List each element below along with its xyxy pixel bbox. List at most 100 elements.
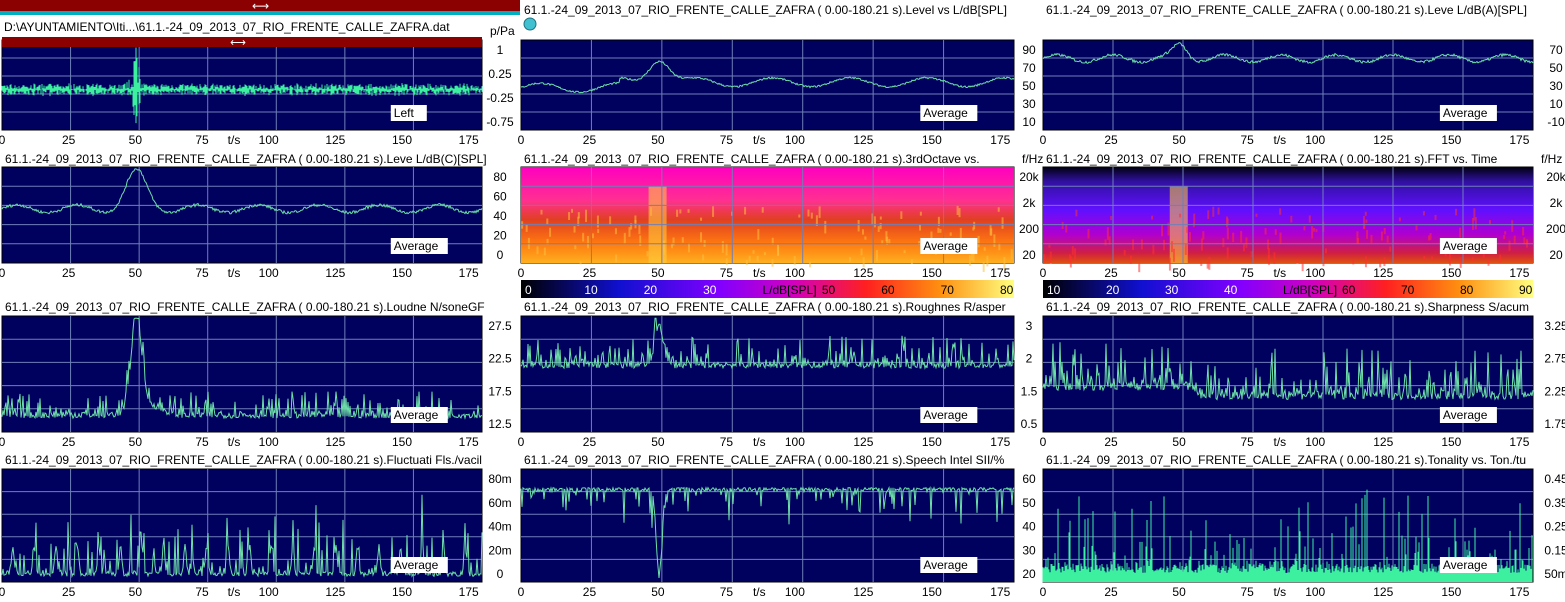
- spectrogram-streak: [1471, 217, 1474, 230]
- y-tick-label: 2.25: [1544, 384, 1565, 398]
- top-scrollbar-thumb[interactable]: [0, 11, 520, 15]
- panel-p12[interactable]: 61.1.-24_09_2013_07_RIO_FRENTE_CALLE_ZAF…: [1040, 453, 1565, 599]
- spectrogram-streak: [525, 224, 528, 232]
- spectrogram-streak: [793, 255, 796, 265]
- spectrogram-streak: [1459, 256, 1462, 268]
- x-tick-label: 25: [583, 133, 597, 147]
- spectrogram-streak: [1389, 246, 1392, 252]
- spectrogram-streak: [748, 255, 751, 262]
- record-indicator-icon[interactable]: [523, 17, 537, 31]
- spectrogram-streak: [1186, 227, 1189, 233]
- panel-p2[interactable]: 61.1.-24_09_2013_07_RIO_FRENTE_CALLE_ZAF…: [518, 3, 1036, 147]
- y-tick-label: 60: [493, 190, 507, 204]
- panel-p3[interactable]: 61.1.-24_09_2013_07_RIO_FRENTE_CALLE_ZAF…: [1040, 3, 1565, 147]
- x-tick-label: 175: [459, 133, 479, 147]
- spectrogram-streak: [1279, 208, 1282, 215]
- x-tick-label: 0: [1040, 266, 1047, 280]
- spectrogram-streak: [1473, 208, 1476, 221]
- y-tick-label: -10: [1547, 115, 1565, 129]
- spectrogram-streak: [972, 249, 975, 262]
- spectrogram-streak: [582, 232, 585, 242]
- spectrogram-streak: [1386, 235, 1389, 243]
- panel-p8[interactable]: 61.1.-24_09_2013_07_RIO_FRENTE_CALLE_ZAF…: [518, 300, 1038, 449]
- overlay-label: Average: [1443, 558, 1488, 572]
- x-tick-label: 175: [459, 435, 479, 449]
- plot-area[interactable]: [1, 468, 483, 583]
- y-tick-label: 90: [1022, 43, 1036, 57]
- spectrogram-streak: [623, 232, 626, 244]
- spectrogram-streak: [877, 226, 880, 232]
- spectrogram-streak: [930, 231, 933, 240]
- panel-title: 61.1.-24_09_2013_07_RIO_FRENTE_CALLE_ZAF…: [5, 453, 482, 467]
- spectrogram-streak: [1508, 240, 1511, 251]
- spectrogram-streak: [1075, 209, 1078, 217]
- spectrogram-streak: [1163, 239, 1166, 251]
- spectrogram-streak: [546, 238, 549, 245]
- top-scrollbar[interactable]: ⟷: [0, 0, 520, 15]
- x-tick-label: 100: [1305, 435, 1325, 449]
- y-tick-label: 20: [493, 229, 507, 243]
- spectrogram-streak: [609, 216, 612, 226]
- spectrogram-streak: [810, 212, 813, 219]
- spectrogram-streak: [968, 255, 971, 266]
- colorbar-tick-label: 10: [584, 283, 598, 297]
- x-tick-label: 50: [1172, 435, 1186, 449]
- colorbar-tick-label: L/dB[SPL]: [1283, 283, 1337, 297]
- x-tick-label: 150: [922, 266, 942, 280]
- spectrogram-streak: [875, 250, 878, 262]
- colorbar-tick-label: L/dB[SPL]: [763, 283, 817, 297]
- panel-p1[interactable]: p/Pa Left 1 0.25 -0.25 -0.75 0 25 50 75 t/s 100 125 1…: [0, 24, 515, 147]
- spectrogram-streak: [571, 208, 574, 213]
- colorbar-tick-label: 80: [1460, 283, 1474, 297]
- y-tick-label: 3.25: [1544, 319, 1565, 333]
- panel-p7[interactable]: 61.1.-24_09_2013_07_RIO_FRENTE_CALLE_ZAF…: [0, 300, 512, 449]
- spectrogram-streak: [756, 255, 759, 262]
- panel-p11[interactable]: 61.1.-24_09_2013_07_RIO_FRENTE_CALLE_ZAF…: [518, 453, 1036, 599]
- spectrogram-streak: [1138, 262, 1141, 273]
- panel-p6[interactable]: 61.1.-24_09_2013_07_RIO_FRENTE_CALLE_ZAF…: [1040, 152, 1565, 298]
- panel-p9[interactable]: 61.1.-24_09_2013_07_RIO_FRENTE_CALLE_ZAF…: [1040, 300, 1565, 449]
- colorbar-tick-label: 0: [525, 283, 532, 297]
- spectrogram-streak: [873, 216, 876, 228]
- spectrogram-streak: [1511, 220, 1514, 232]
- spectrogram-streak: [807, 209, 810, 217]
- panel-p10[interactable]: 61.1.-24_09_2013_07_RIO_FRENTE_CALLE_ZAF…: [0, 453, 512, 599]
- panel-p5[interactable]: 61.1.-24_09_2013_07_RIO_FRENTE_CALLE_ZAF…: [518, 152, 1044, 298]
- x-tick-label: 150: [1441, 266, 1461, 280]
- spectrogram-streak: [771, 259, 774, 267]
- spectrogram-streak: [1212, 206, 1215, 217]
- spectrogram-streak: [815, 215, 818, 226]
- x-axis-unit: t/s: [228, 133, 241, 147]
- spectrogram-streak: [1308, 215, 1311, 223]
- overlay-label-box: [920, 407, 978, 423]
- spectrogram-streak: [886, 236, 889, 245]
- y-tick-label: 200: [1019, 222, 1039, 236]
- y-tick-label: 12.5: [488, 417, 512, 431]
- spectrogram-streak: [879, 222, 882, 230]
- y-tick-label: 10: [1549, 97, 1563, 111]
- waveform-scrollbar[interactable]: [2, 37, 482, 47]
- x-tick-label: 75: [720, 266, 734, 280]
- spectrogram-streak: [1522, 227, 1525, 236]
- resize-arrows-icon[interactable]: ⟷: [252, 0, 270, 13]
- panel-p4[interactable]: 61.1.-24_09_2013_07_RIO_FRENTE_CALLE_ZAF…: [0, 152, 507, 280]
- spectrogram-streak: [990, 228, 993, 236]
- overlay-label: Average: [394, 558, 439, 572]
- spectrogram-streak: [993, 234, 996, 248]
- x-tick-label: 0: [518, 585, 525, 599]
- spectrogram-streak: [700, 217, 703, 221]
- x-axis-unit: t/s: [1273, 133, 1286, 147]
- y-tick-label: 0.25: [488, 67, 512, 81]
- spectrogram-streak: [1279, 232, 1282, 244]
- spectrogram-streak: [1474, 217, 1477, 230]
- spectrogram-streak: [1010, 248, 1013, 260]
- spectrogram-streak: [983, 247, 986, 251]
- overlay-label-box: [1439, 557, 1497, 573]
- panel-title: 61.1.-24_09_2013_07_RIO_FRENTE_CALLE_ZAF…: [1046, 3, 1527, 17]
- spectrogram-streak: [702, 254, 705, 261]
- spectrogram-streak: [919, 211, 922, 216]
- x-tick-label: 175: [1509, 585, 1529, 599]
- spectrogram-streak: [1428, 235, 1431, 241]
- spectrogram-streak: [761, 207, 764, 213]
- x-tick-label: 75: [1240, 133, 1254, 147]
